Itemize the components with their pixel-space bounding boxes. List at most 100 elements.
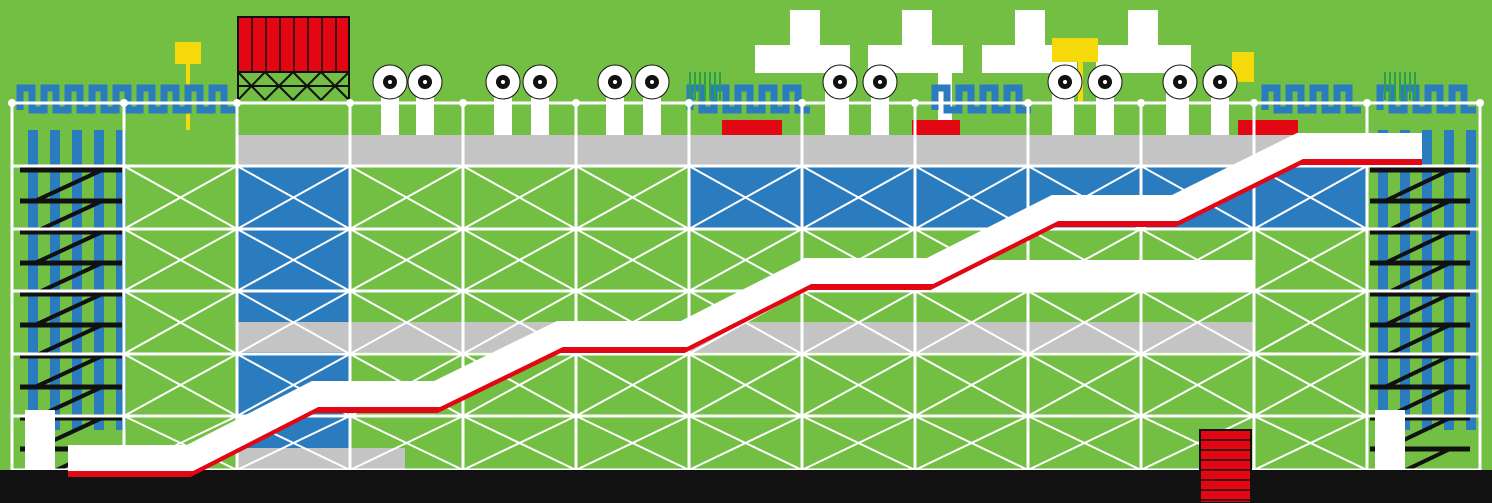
brace: [123, 165, 238, 230]
brace: [1140, 415, 1255, 471]
brace: [914, 165, 1029, 230]
vent-dot: [878, 80, 882, 84]
joint: [911, 99, 919, 107]
brace: [236, 353, 351, 417]
brace: [1253, 290, 1368, 355]
brace: [1027, 290, 1142, 355]
brace: [914, 415, 1029, 471]
stair-flight: [34, 230, 103, 265]
stair-flight: [1384, 323, 1451, 358]
brace: [349, 290, 464, 355]
stair-flight: [1384, 292, 1451, 327]
brace: [575, 165, 690, 230]
brace: [1027, 228, 1142, 292]
stair-flight: [34, 261, 103, 296]
joint: [1476, 99, 1484, 107]
tower-pipe: [1378, 130, 1388, 430]
tank-stripes: [251, 17, 337, 72]
brace: [914, 353, 1029, 417]
red-detail: [722, 120, 782, 135]
joint: [685, 99, 693, 107]
escalator-red-line: [68, 159, 1422, 477]
stair-towers: [20, 130, 1476, 482]
red-detail: [1238, 120, 1298, 135]
escalator-tube: [68, 133, 1422, 471]
sign: [1232, 52, 1254, 82]
joint: [1024, 99, 1032, 107]
tower-pipe: [1466, 130, 1476, 430]
brace: [462, 290, 577, 355]
vent-dot: [423, 80, 427, 84]
brace: [123, 228, 238, 292]
tower-pipe: [50, 130, 60, 430]
brace: [462, 228, 577, 292]
brace: [688, 415, 803, 471]
kiosk-lines: [1200, 439, 1251, 501]
joint: [233, 99, 241, 107]
brace: [462, 353, 577, 417]
tower-pipe: [1422, 130, 1432, 430]
tower-pipe: [116, 130, 126, 430]
brace: [914, 290, 1029, 355]
brace: [688, 353, 803, 417]
stair-flight: [34, 292, 103, 327]
brace: [801, 290, 916, 355]
tower-base: [25, 410, 55, 470]
stair-flight: [1384, 230, 1451, 265]
escalator: [68, 133, 1422, 477]
vent-dot: [1063, 80, 1067, 84]
brace: [462, 165, 577, 230]
pipe: [931, 84, 1031, 114]
pipe: [1261, 84, 1361, 114]
vent-dot: [1103, 80, 1107, 84]
pipe: [136, 84, 236, 114]
brace: [1253, 415, 1368, 471]
vent-dot: [501, 80, 505, 84]
pipe: [686, 84, 810, 114]
brace: [123, 353, 238, 417]
brace: [801, 415, 916, 471]
platform-box: [1015, 10, 1045, 46]
stair-flight: [34, 199, 103, 234]
brace: [1253, 228, 1368, 292]
brace: [349, 228, 464, 292]
brace: [123, 290, 238, 355]
roof: [16, 10, 1476, 135]
brace: [236, 228, 351, 292]
brace: [349, 415, 464, 471]
vent-dot: [838, 80, 842, 84]
tower-pipe: [1400, 130, 1410, 430]
brace: [462, 415, 577, 471]
ground: [0, 470, 1492, 503]
brace: [575, 228, 690, 292]
vent-dot: [650, 80, 654, 84]
brace: [1140, 353, 1255, 417]
tower-pipe: [1444, 130, 1454, 430]
sign: [1052, 38, 1098, 62]
joint: [459, 99, 467, 107]
stair-flight: [1384, 354, 1451, 389]
joint: [1363, 99, 1371, 107]
joint: [572, 99, 580, 107]
brace: [236, 165, 351, 230]
platform-box: [1128, 10, 1158, 46]
stair-flight: [1384, 168, 1451, 203]
joint: [1250, 99, 1258, 107]
joint: [346, 99, 354, 107]
brace: [1253, 353, 1368, 417]
platform-box: [902, 10, 932, 46]
red-kiosk: [1199, 429, 1252, 503]
brace: [575, 415, 690, 471]
brace: [801, 165, 916, 230]
floor-band: [237, 322, 1254, 352]
brace: [236, 415, 351, 471]
tower-pipe: [28, 130, 38, 430]
joint: [120, 99, 128, 107]
sign: [175, 42, 201, 64]
tower-pipe: [72, 130, 82, 430]
brace: [801, 353, 916, 417]
vent-dot: [1218, 80, 1222, 84]
vent-dot: [538, 80, 542, 84]
vent-dot: [1178, 80, 1182, 84]
